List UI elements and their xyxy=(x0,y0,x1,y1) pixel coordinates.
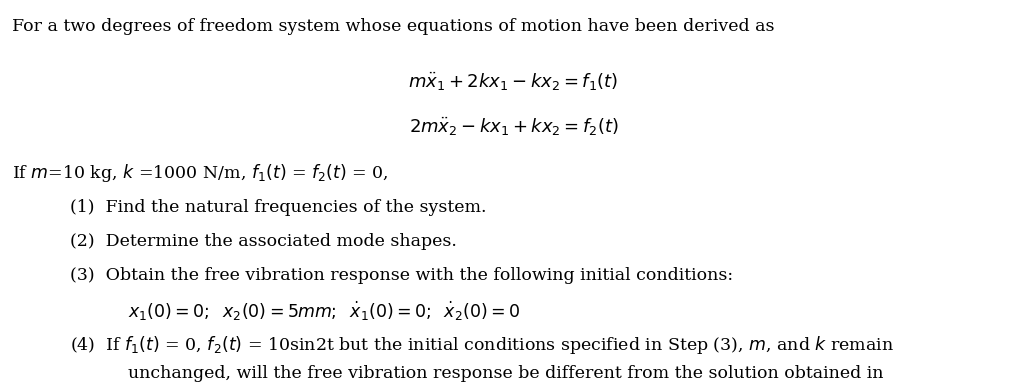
Text: (4)  If $f_1(t)$ = 0, $f_2(t)$ = 10sin2t but the initial conditions specified in: (4) If $f_1(t)$ = 0, $f_2(t)$ = 10sin2t … xyxy=(70,334,893,356)
Text: $2m\ddot{x}_2 - kx_1 + kx_2 = f_2(t)$: $2m\ddot{x}_2 - kx_1 + kx_2 = f_2(t)$ xyxy=(409,116,618,138)
Text: (2)  Determine the associated mode shapes.: (2) Determine the associated mode shapes… xyxy=(70,233,457,250)
Text: For a two degrees of freedom system whose equations of motion have been derived : For a two degrees of freedom system whos… xyxy=(12,18,774,34)
Text: (1)  Find the natural frequencies of the system.: (1) Find the natural frequencies of the … xyxy=(70,199,487,216)
Text: $x_1(0) = 0;\;\; x_2(0) = 5mm;\;\; \dot{x}_1(0) = 0;\;\; \dot{x}_2(0) = 0$: $x_1(0) = 0;\;\; x_2(0) = 5mm;\;\; \dot{… xyxy=(128,300,521,323)
Text: $m\ddot{x}_1 + 2kx_1 - kx_2 = f_1(t)$: $m\ddot{x}_1 + 2kx_1 - kx_2 = f_1(t)$ xyxy=(409,71,618,93)
Text: If $m$=10 kg, $k$ =1000 N/m, $f_1(t)$ = $f_2(t)$ = 0,: If $m$=10 kg, $k$ =1000 N/m, $f_1(t)$ = … xyxy=(12,162,389,183)
Text: (3)  Obtain the free vibration response with the following initial conditions:: (3) Obtain the free vibration response w… xyxy=(70,267,733,283)
Text: unchanged, will the free vibration response be different from the solution obtai: unchanged, will the free vibration respo… xyxy=(128,365,884,382)
